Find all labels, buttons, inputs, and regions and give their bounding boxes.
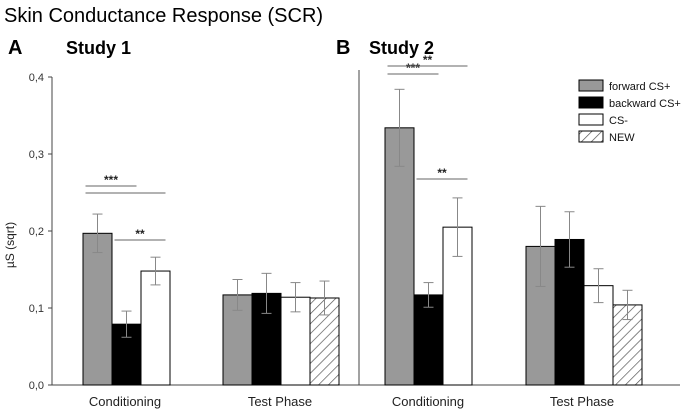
legend-swatch — [578, 79, 604, 92]
legend-swatch — [578, 96, 604, 109]
y-tick-label: 0,4 — [29, 72, 44, 84]
legend-label: CS- — [609, 115, 628, 127]
legend-label: backward CS+ — [609, 98, 681, 110]
y-tick-label: 0,2 — [29, 226, 44, 238]
y-tick-label: 0,0 — [29, 380, 44, 392]
bar-cs — [140, 270, 171, 386]
significance-label: *** — [104, 173, 118, 187]
y-axis-label: µS (sqrt) — [3, 222, 17, 268]
significance-label: *** — [406, 61, 420, 75]
legend: forward CS+ backward CS+ CS- NEW — [578, 79, 681, 144]
legend-swatch — [578, 130, 604, 143]
legend-label: NEW — [609, 132, 635, 144]
panel-letter-b: B — [336, 37, 350, 59]
panel-letter-a: A — [8, 37, 22, 59]
legend-label: forward CS+ — [609, 81, 670, 93]
bars-layer — [82, 88, 643, 386]
panel-a-study-title: Study 1 — [66, 38, 131, 58]
significance-label: ** — [135, 227, 145, 241]
significance-label: ** — [437, 166, 447, 180]
category-label: Test Phase — [248, 394, 312, 409]
category-label: Conditioning — [89, 394, 161, 409]
significance-label: ** — [423, 53, 433, 67]
y-tick-label: 0,1 — [29, 303, 44, 315]
legend-swatch — [578, 113, 604, 126]
y-tick-label: 0,3 — [29, 149, 44, 161]
panel-b-study-title: Study 2 — [369, 38, 434, 58]
chart-title: Skin Conductance Response (SCR) — [4, 5, 323, 27]
bar-backward-cs — [413, 294, 444, 386]
category-label: Conditioning — [392, 394, 464, 409]
category-label: Test Phase — [550, 394, 614, 409]
axes: 0,0 0,1 0,2 0,3 0,4 Conditioning Test Phase Con… — [29, 70, 680, 409]
significance-layer: ************ — [85, 53, 468, 241]
bar-forward-cs — [82, 232, 113, 386]
